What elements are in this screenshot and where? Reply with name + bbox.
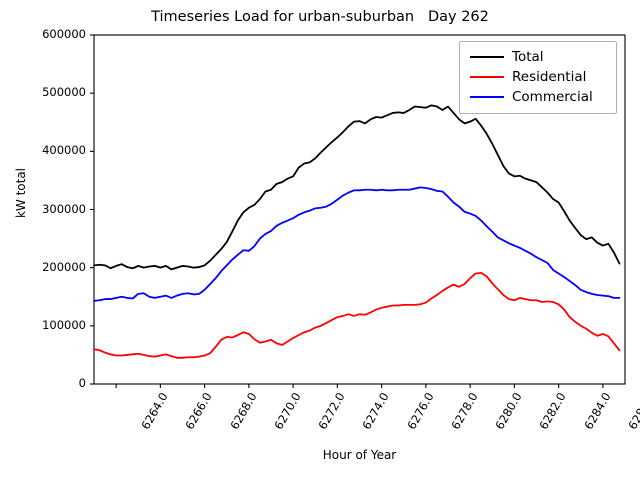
- x-axis-label: Hour of Year: [322, 448, 397, 462]
- legend-label: Commercial: [512, 88, 593, 105]
- y-tick-label: 600000: [42, 27, 86, 41]
- legend-item-residential: Residential: [466, 67, 610, 87]
- y-tick-label: 0: [78, 376, 86, 390]
- y-tick-label: 500000: [42, 85, 86, 100]
- series-line-commercial: [93, 186, 621, 302]
- data-lines: [93, 104, 621, 359]
- chart-legend: Total Residential Commercial: [459, 41, 617, 114]
- legend-label: Residential: [512, 68, 587, 85]
- axis-ticks: [90, 34, 604, 388]
- y-tick-label: 200000: [42, 259, 86, 274]
- y-tick-label: 400000: [42, 143, 86, 158]
- legend-swatch-commercial: [470, 96, 504, 98]
- legend-swatch-residential: [470, 76, 504, 78]
- legend-item-commercial: Commercial: [466, 87, 610, 107]
- legend-swatch-total: [470, 56, 504, 58]
- legend-item-total: Total: [466, 47, 610, 67]
- y-tick-label: 300000: [42, 201, 86, 216]
- legend-label: Total: [512, 48, 544, 65]
- series-line-total: [93, 104, 621, 271]
- chart-title: Timeseries Load for urban-suburban Day 2…: [151, 9, 489, 25]
- y-axis-label: kW total: [14, 167, 28, 219]
- y-tick-label: 100000: [42, 317, 86, 332]
- series-line-residential: [93, 271, 621, 359]
